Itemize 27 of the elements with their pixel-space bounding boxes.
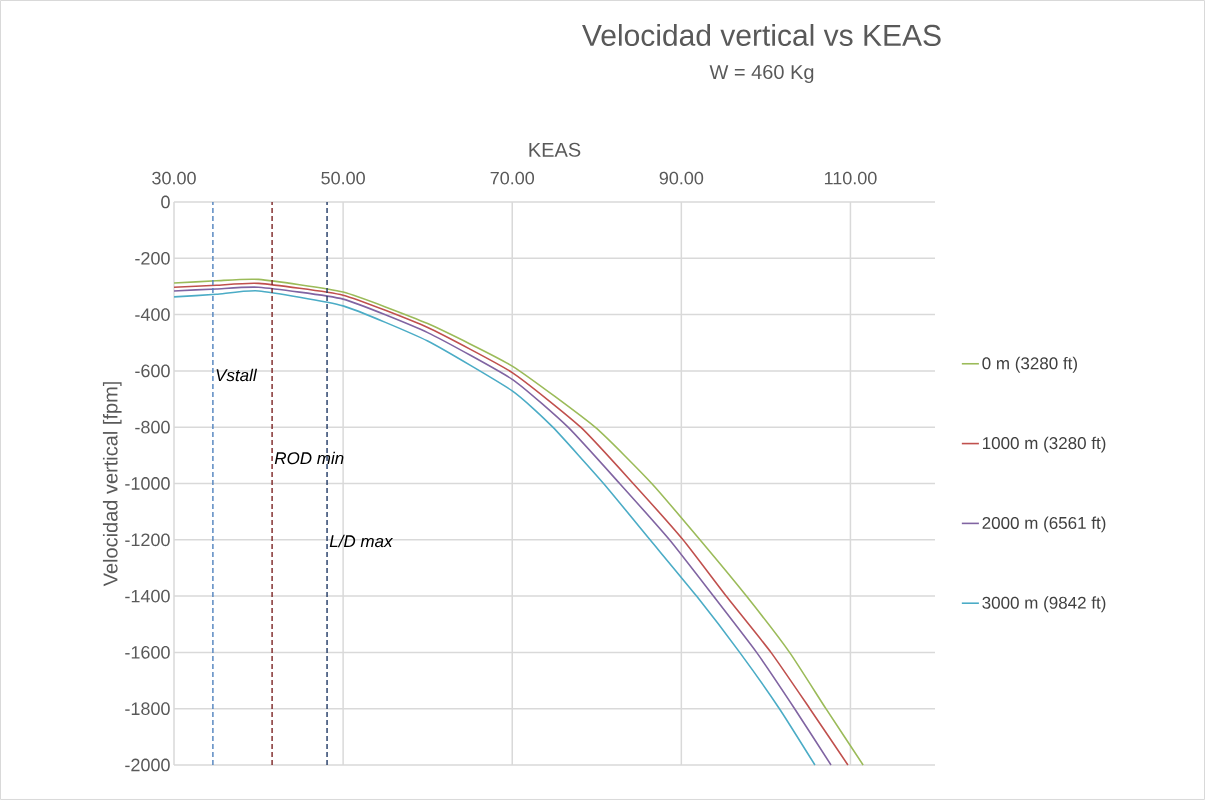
y-tick-label: -1400 <box>125 589 170 603</box>
ref-line-label: Vstall <box>216 368 258 382</box>
y-tick-label: -1600 <box>125 646 170 659</box>
x-tick-label: 30.00 <box>152 171 196 185</box>
y-tick-label: -200 <box>135 251 170 265</box>
y-tick-label: 0 <box>161 195 170 209</box>
x-tick-label: 70.00 <box>490 171 535 185</box>
y-tick-label: -800 <box>135 420 170 434</box>
chart-title: Velocidad vertical vs KEAS <box>582 23 941 47</box>
legend-label: 0 m (3280 ft) <box>982 356 1077 373</box>
y-tick-label: -1000 <box>125 477 170 490</box>
y-tick-label: -2000 <box>125 758 170 772</box>
x-tick-label: 110.00 <box>824 171 877 185</box>
ref-line-label: ROD min <box>274 451 344 465</box>
legend-label: 3000 m (9842 ft) <box>982 596 1106 613</box>
x-axis-title: KEAS <box>529 142 581 157</box>
y-tick-label: -400 <box>135 308 170 321</box>
legend-label: 1000 m (3280 ft) <box>983 436 1106 453</box>
y-tick-label: -1200 <box>125 533 170 547</box>
legend-label: 2000 m (6561 ft) <box>982 516 1106 533</box>
chart-subtitle: W = 460 Kg <box>709 64 814 84</box>
y-tick-label: -1800 <box>125 702 170 716</box>
y-axis-title: Velocidad vertical [fpm] <box>102 382 122 587</box>
x-tick-label: 90.00 <box>659 171 704 185</box>
ref-line-label: L/D max <box>329 534 394 548</box>
x-tick-label: 50.00 <box>321 171 365 185</box>
y-tick-label: -600 <box>135 364 170 378</box>
